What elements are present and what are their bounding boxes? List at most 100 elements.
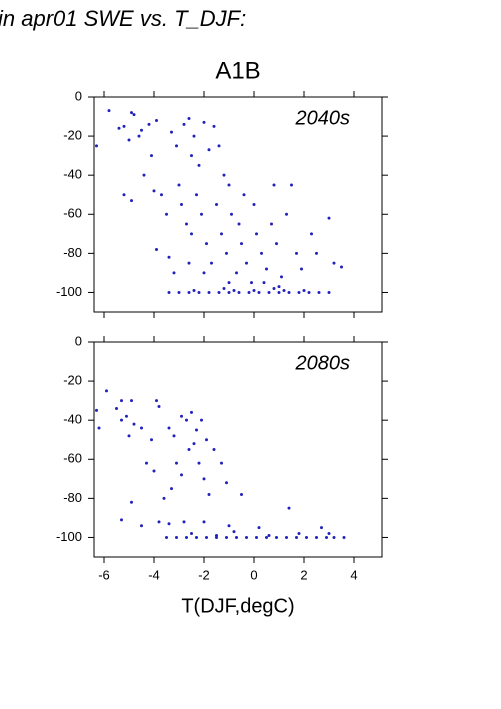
x-tick-label: -6 bbox=[98, 567, 110, 582]
point bbox=[140, 426, 143, 430]
point bbox=[150, 154, 153, 158]
point bbox=[232, 289, 236, 292]
point bbox=[185, 222, 188, 226]
point bbox=[265, 267, 268, 271]
point bbox=[130, 399, 133, 403]
point bbox=[225, 535, 228, 539]
point bbox=[227, 183, 231, 187]
point bbox=[185, 535, 188, 539]
point bbox=[202, 120, 206, 124]
point bbox=[202, 520, 206, 524]
point bbox=[137, 134, 141, 138]
point bbox=[122, 193, 126, 197]
point bbox=[290, 183, 293, 187]
point bbox=[170, 487, 173, 491]
point bbox=[97, 426, 101, 430]
point bbox=[167, 426, 171, 430]
point bbox=[105, 389, 108, 393]
point bbox=[265, 535, 268, 539]
y-tick-label: -100 bbox=[56, 284, 82, 299]
point bbox=[162, 496, 166, 500]
point bbox=[155, 118, 158, 122]
y-tick-label: -20 bbox=[63, 128, 82, 143]
point bbox=[245, 261, 248, 265]
point bbox=[272, 183, 276, 187]
point bbox=[130, 500, 133, 504]
point bbox=[187, 117, 191, 120]
point bbox=[187, 290, 191, 294]
point bbox=[327, 290, 331, 294]
x-tick-label: 4 bbox=[350, 567, 357, 582]
point bbox=[237, 290, 241, 294]
point bbox=[195, 428, 198, 432]
point bbox=[130, 199, 133, 203]
point bbox=[332, 261, 336, 265]
point bbox=[227, 524, 231, 528]
point bbox=[285, 535, 288, 539]
point bbox=[165, 535, 168, 539]
point bbox=[222, 173, 226, 177]
point bbox=[197, 290, 201, 294]
point bbox=[192, 442, 196, 446]
point bbox=[140, 128, 143, 132]
point bbox=[310, 232, 313, 236]
panel-title: A1B bbox=[215, 57, 260, 84]
point bbox=[190, 154, 193, 158]
x-tick-label: -2 bbox=[198, 567, 210, 582]
point bbox=[257, 290, 261, 294]
point bbox=[247, 290, 251, 294]
point bbox=[220, 461, 223, 465]
point bbox=[272, 287, 276, 291]
point bbox=[257, 526, 261, 530]
point bbox=[230, 212, 233, 216]
point bbox=[180, 203, 183, 206]
point bbox=[177, 290, 181, 294]
y-tick-label: 0 bbox=[75, 333, 82, 348]
point bbox=[147, 122, 151, 126]
point bbox=[95, 144, 98, 148]
point bbox=[197, 163, 201, 167]
point bbox=[235, 271, 238, 275]
point bbox=[152, 469, 156, 473]
point bbox=[327, 216, 331, 220]
y-tick-label: -40 bbox=[63, 412, 82, 427]
page-title: in apr01 SWE vs. T_DJF: bbox=[0, 6, 246, 31]
point bbox=[132, 422, 136, 426]
point bbox=[287, 290, 291, 294]
point bbox=[295, 535, 298, 539]
point bbox=[160, 193, 163, 197]
y-tick-label: -80 bbox=[63, 245, 82, 260]
point bbox=[187, 448, 191, 451]
point bbox=[170, 130, 173, 134]
point bbox=[262, 281, 266, 285]
point bbox=[182, 122, 186, 126]
point bbox=[180, 473, 183, 477]
point bbox=[205, 438, 208, 442]
x-tick-label: -4 bbox=[148, 567, 160, 582]
point bbox=[190, 532, 193, 536]
point bbox=[260, 251, 263, 255]
y-tick-label: -100 bbox=[56, 529, 82, 544]
point bbox=[252, 203, 256, 206]
point bbox=[157, 405, 161, 408]
point bbox=[115, 406, 118, 410]
x-tick-label: 0 bbox=[250, 567, 257, 582]
point bbox=[192, 134, 196, 138]
y-tick-label: -40 bbox=[63, 167, 82, 182]
point bbox=[127, 138, 131, 142]
y-tick-label: -80 bbox=[63, 490, 82, 505]
point bbox=[175, 144, 178, 148]
point bbox=[280, 275, 283, 279]
point bbox=[212, 448, 216, 451]
point bbox=[222, 287, 226, 291]
point bbox=[315, 251, 318, 255]
point bbox=[120, 518, 123, 522]
point bbox=[177, 183, 181, 187]
y-tick-label: -20 bbox=[63, 373, 82, 388]
point bbox=[227, 290, 231, 294]
point bbox=[340, 265, 343, 269]
point bbox=[342, 535, 346, 539]
point bbox=[207, 492, 211, 496]
